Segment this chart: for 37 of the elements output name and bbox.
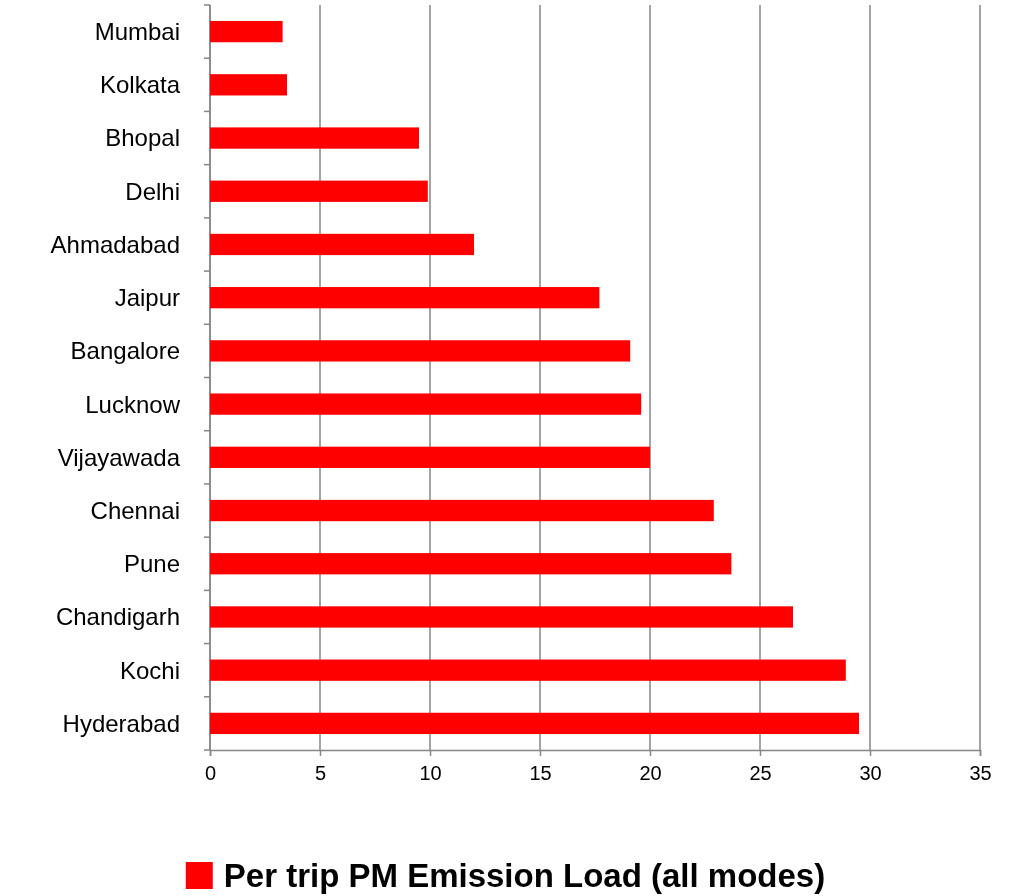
y-tick-label: Delhi (125, 177, 180, 205)
x-tick-label: 35 (969, 762, 992, 785)
y-tick-label: Pune (123, 550, 180, 578)
y-tick-label: Bhopal (105, 124, 180, 152)
x-tick-label: 10 (419, 762, 442, 785)
bar (210, 712, 859, 735)
y-tick-label: Chennai (90, 496, 180, 524)
bar (210, 127, 419, 149)
x-tick-label: 15 (529, 762, 552, 785)
y-tick-label: Lucknow (85, 390, 181, 418)
bar (210, 499, 714, 522)
x-tick-label: 20 (639, 762, 662, 785)
y-tick-label: Ahmadabad (50, 230, 180, 258)
x-tick-label: 30 (859, 762, 882, 785)
x-tick-label: 25 (749, 762, 772, 785)
bar (210, 340, 631, 362)
bar (210, 74, 287, 96)
bar (210, 606, 793, 628)
bar (210, 553, 732, 575)
y-tick-label: Mumbai (94, 18, 180, 46)
y-tick-label: Vijayawada (57, 443, 181, 471)
bar (210, 659, 846, 681)
y-tick-label: Hyderabad (62, 709, 180, 737)
x-tick-label: 5 (314, 762, 327, 785)
x-tick-label: 0 (204, 762, 217, 785)
y-tick-label: Jaipur (114, 284, 180, 312)
legend-label: Per trip PM Emission Load (all modes) (223, 856, 826, 894)
bar (210, 393, 642, 415)
y-tick-label: Kolkata (99, 71, 181, 99)
bar (210, 20, 283, 43)
bar (210, 180, 428, 202)
y-tick-label: Kochi (119, 656, 180, 684)
y-tick-label: Chandigarh (55, 603, 180, 631)
bar (210, 446, 650, 468)
bar (210, 287, 600, 309)
bar (210, 233, 474, 256)
y-tick-label: Bangalore (70, 337, 180, 365)
